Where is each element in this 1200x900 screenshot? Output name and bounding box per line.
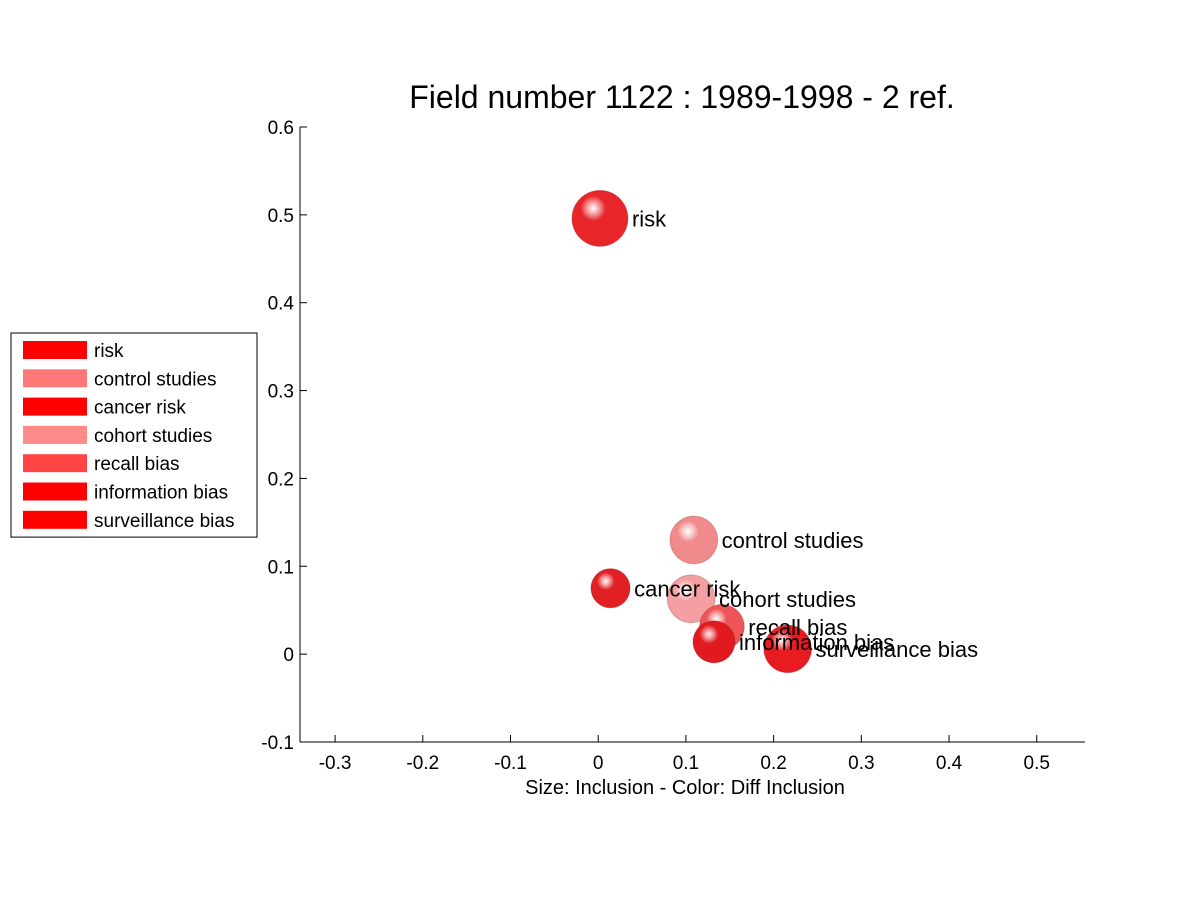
bubble-point (571, 189, 629, 247)
y-tick-label: 0.6 (268, 118, 294, 139)
point-label: cohort studies (719, 587, 856, 612)
legend-label: recall bias (94, 454, 180, 475)
bubble-point (763, 624, 812, 674)
bubble-point (590, 568, 631, 609)
legend-swatch (23, 425, 87, 444)
x-axis-label: Size: Inclusion - Color: Diff Inclusion (525, 777, 845, 799)
x-tick-label: -0.1 (494, 753, 527, 774)
point-label: information bias (739, 630, 894, 655)
y-tick-label: 0.3 (268, 382, 294, 403)
y-tick-label: 0.1 (268, 557, 294, 578)
chart-title: Field number 1122 : 1989-1998 - 2 ref. (409, 79, 955, 115)
axes: -0.3 -0.2 -0.1 0 0.1 0.2 0.3 0.4 0.5 -0.1 0 0.1 0.2 0… (261, 118, 1085, 774)
legend-swatch (23, 369, 87, 388)
y-tick-label: 0.2 (268, 469, 294, 490)
legend-swatch (23, 341, 87, 359)
point-label: control studies (722, 528, 864, 553)
legend-swatch (23, 510, 87, 529)
legend-label: cohort studies (94, 426, 212, 447)
legend-swatch (23, 454, 87, 473)
bubble-point (669, 515, 719, 565)
point-label: cancer risk (634, 576, 741, 601)
x-tick-label: 0.3 (848, 753, 874, 774)
y-tick-label: -0.1 (261, 733, 294, 754)
x-tick-label: 0.2 (760, 753, 786, 774)
point-label: surveillance bias (815, 637, 978, 662)
x-tick-label: 0.4 (936, 753, 963, 774)
x-tick-label: 0.5 (1024, 753, 1050, 774)
x-tick-label: 0.1 (673, 753, 699, 774)
point-label: recall bias (748, 615, 847, 640)
point-label: risk (632, 206, 667, 231)
bubble-point (692, 620, 736, 664)
legend-label: surveillance bias (94, 511, 234, 532)
x-tick-label: 0 (593, 753, 604, 774)
y-tick-label: 0.4 (268, 294, 295, 315)
bubble-point (666, 574, 716, 624)
y-tick-label: 0 (283, 645, 294, 666)
legend: risk control studies cancer risk cohort stu… (10, 332, 258, 538)
legend-label: risk (94, 341, 124, 362)
legend-label: information bias (94, 483, 228, 504)
x-tick-label: -0.3 (319, 753, 352, 774)
x-tick-label: -0.2 (406, 753, 439, 774)
legend-label: control studies (94, 369, 217, 390)
legend-swatch (23, 482, 87, 501)
legend-label: cancer risk (94, 398, 186, 419)
legend-swatch (23, 397, 87, 416)
y-tick-label: 0.5 (268, 206, 294, 227)
